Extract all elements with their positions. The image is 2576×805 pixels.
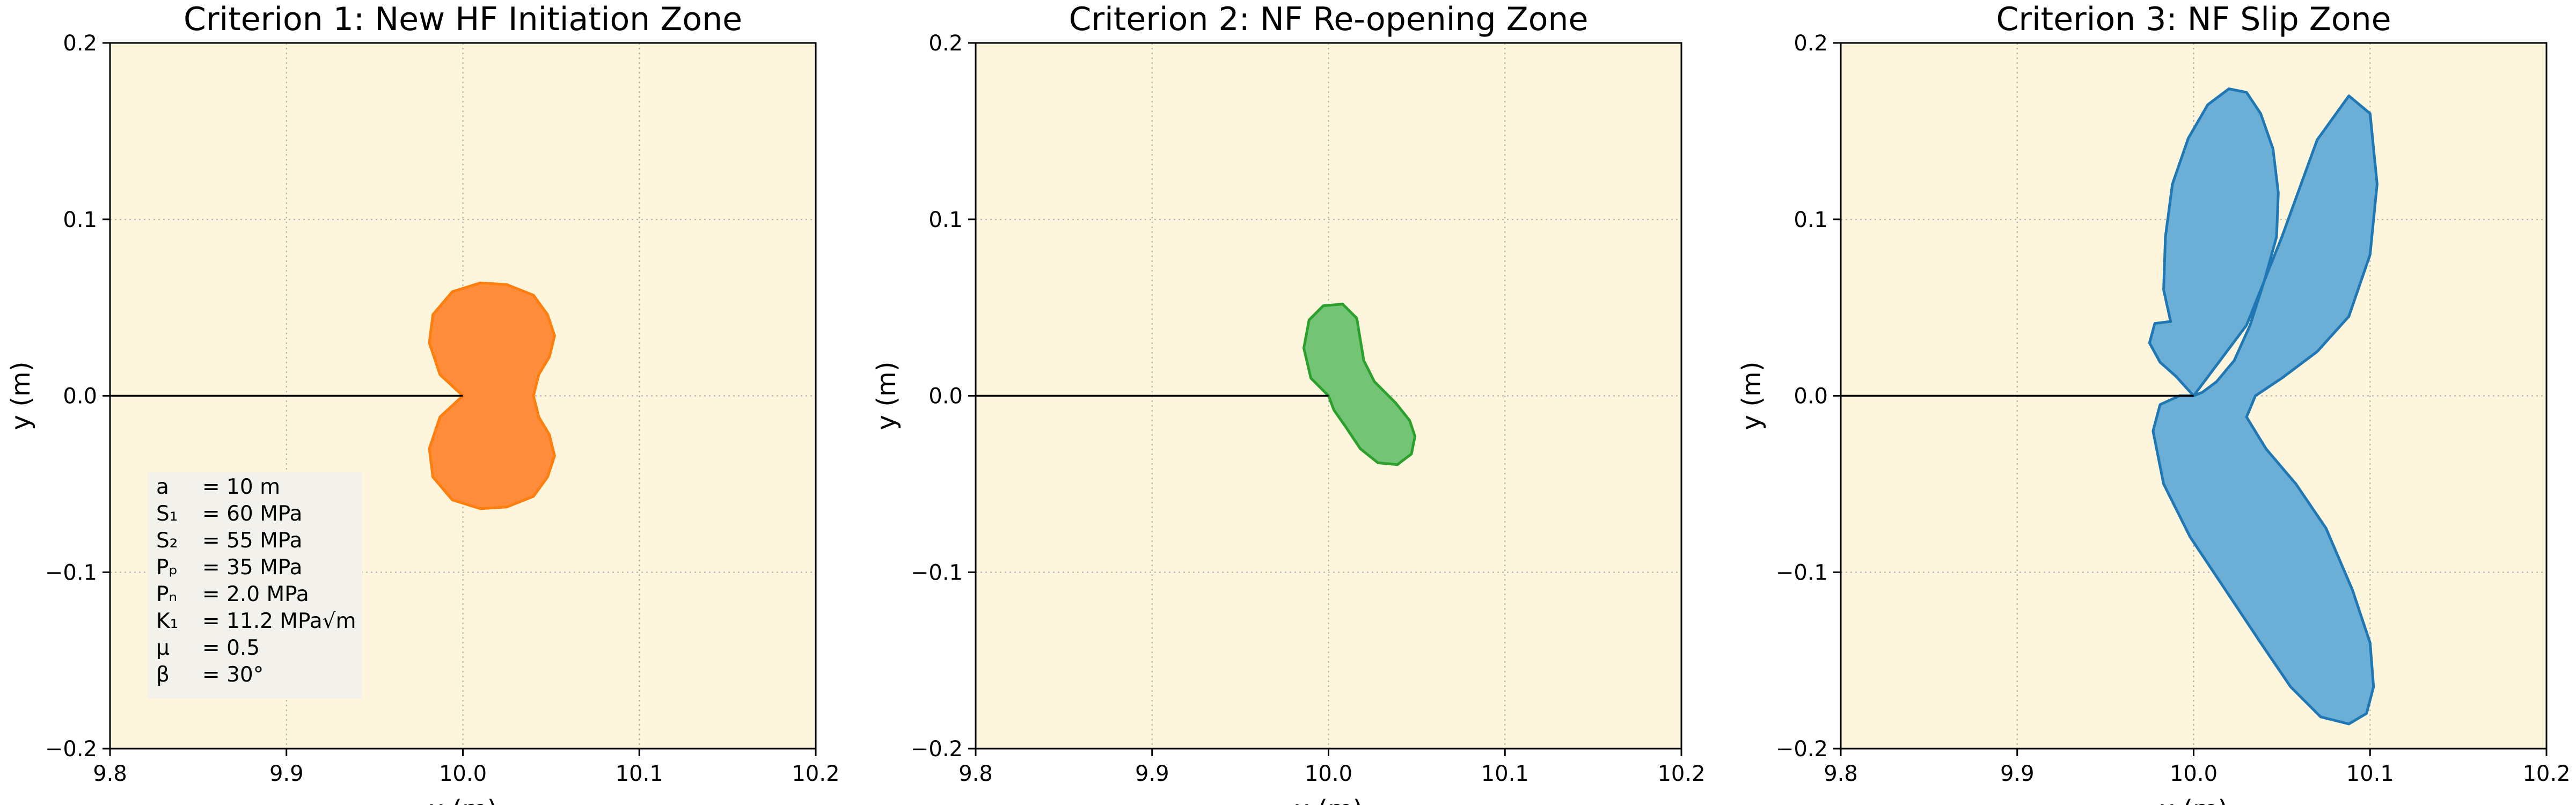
- chart-title: Criterion 1: New HF Initiation Zone: [184, 1, 742, 38]
- parameter-box: [148, 472, 362, 699]
- y-tick-label: 0.0: [1794, 384, 1828, 409]
- y-tick-label: 0.2: [928, 31, 963, 56]
- x-tick-label: 9.8: [958, 762, 993, 786]
- chart-title: Criterion 3: NF Slip Zone: [1996, 1, 2391, 38]
- y-tick-label: −0.2: [45, 737, 97, 762]
- x-axis-label: x (m): [429, 795, 497, 805]
- parameter-value: = 35 MPa: [202, 555, 302, 580]
- parameter-value: = 11.2 MPa√m: [202, 609, 356, 633]
- x-tick-label: 10.2: [792, 762, 839, 786]
- x-tick-label: 10.1: [2346, 762, 2394, 786]
- x-tick-label: 10.2: [2522, 762, 2570, 786]
- x-tick-label: 10.1: [616, 762, 663, 786]
- y-tick-label: 0.1: [1794, 208, 1828, 232]
- y-tick-label: −0.2: [911, 737, 963, 762]
- y-tick-label: 0.1: [928, 208, 963, 232]
- parameter-label: μ: [156, 636, 170, 660]
- zone-area: [428, 281, 556, 510]
- x-tick-label: 9.8: [93, 762, 127, 786]
- y-tick-label: 0.0: [928, 384, 963, 409]
- chart-panel-1: 9.8 0.2 9.9 0.1 10.0 0.0 10.1 −0.1 10.2 −0.2 Crite…: [6, 1, 840, 805]
- y-tick-label: 0.0: [63, 384, 97, 409]
- x-tick-label: 9.9: [1135, 762, 1169, 786]
- x-tick-label: 10.0: [2170, 762, 2218, 786]
- y-tick-label: −0.1: [911, 560, 963, 585]
- y-tick-label: −0.2: [1776, 737, 1828, 762]
- parameter-label: a: [156, 475, 169, 499]
- y-tick-label: 0.2: [63, 31, 97, 56]
- y-tick-label: 0.2: [1794, 31, 1828, 56]
- parameter-label: Pₚ: [156, 555, 178, 580]
- x-tick-label: 10.1: [1481, 762, 1529, 786]
- x-tick-label: 9.9: [269, 762, 304, 786]
- x-tick-label: 10.2: [1657, 762, 1705, 786]
- y-tick-label: −0.1: [45, 560, 97, 585]
- y-tick-label: −0.1: [1776, 560, 1828, 585]
- zone-area: [2148, 87, 2379, 726]
- y-axis-label: y (m): [1737, 362, 1767, 430]
- parameter-value: = 0.5: [202, 636, 260, 660]
- x-tick-label: 10.0: [1305, 762, 1352, 786]
- y-axis-label: y (m): [872, 362, 902, 430]
- parameter-label: S₂: [156, 529, 178, 553]
- x-tick-label: 9.9: [2000, 762, 2035, 786]
- parameter-value: = 60 MPa: [202, 502, 302, 526]
- parameter-value: = 10 m: [202, 475, 280, 499]
- chart-panel-2: 9.8 0.2 9.9 0.1 10.0 0.0 10.1 −0.1 10.2 −0.2 Crite…: [872, 1, 1706, 805]
- zone-area: [1302, 303, 1417, 466]
- parameter-value: = 30°: [202, 663, 264, 687]
- y-tick-label: 0.1: [63, 208, 97, 232]
- x-axis-label: x (m): [2160, 795, 2228, 805]
- y-axis-label: y (m): [6, 362, 36, 430]
- parameter-label: K₁: [156, 609, 178, 633]
- chart-panel-3: 9.8 0.2 9.9 0.1 10.0 0.0 10.1 −0.1 10.2 −0.2 Crite…: [1737, 1, 2571, 805]
- parameter-value: = 55 MPa: [202, 529, 302, 553]
- x-tick-label: 9.8: [1824, 762, 1858, 786]
- parameter-label: β: [156, 663, 170, 687]
- parameter-label: Pₙ: [156, 582, 177, 606]
- chart-title: Criterion 2: NF Re-opening Zone: [1069, 1, 1589, 38]
- x-axis-label: x (m): [1294, 795, 1363, 805]
- parameter-value: = 2.0 MPa: [202, 582, 309, 606]
- parameter-label: S₁: [156, 502, 178, 526]
- x-tick-label: 10.0: [439, 762, 487, 786]
